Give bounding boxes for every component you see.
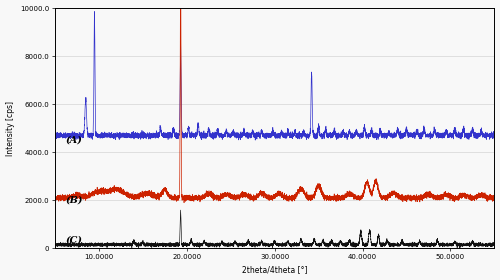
Text: (B): (B)	[66, 196, 83, 205]
Y-axis label: Intensity [cps]: Intensity [cps]	[6, 101, 15, 156]
Text: (C): (C)	[66, 235, 82, 244]
X-axis label: 2theta/4theta [°]: 2theta/4theta [°]	[242, 265, 308, 274]
Text: (A): (A)	[66, 136, 82, 144]
